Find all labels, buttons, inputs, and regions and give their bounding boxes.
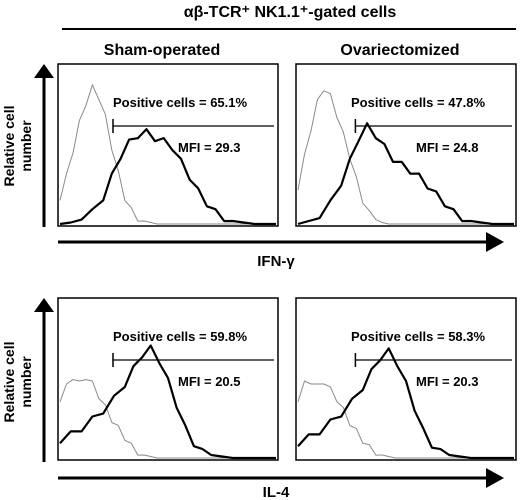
positive-cells-label: Positive cells = 47.8% [351, 95, 485, 110]
panel-ifng-sham: Positive cells = 65.1% MFI = 29.3 [57, 63, 279, 227]
control-histogram [297, 90, 514, 225]
row2-x-axis [58, 468, 504, 488]
control-histogram [59, 379, 276, 459]
panel-il4-sham: Positive cells = 59.8% MFI = 20.5 [57, 297, 279, 461]
positive-cells-label: Positive cells = 65.1% [113, 95, 247, 110]
column-header-ovx: Ovariectomized [340, 42, 459, 59]
figure-title: αβ-TCR⁺ NK1.1⁺-gated cells [184, 4, 397, 21]
positive-cells-label: Positive cells = 59.8% [113, 329, 247, 344]
row1-ylabel-line2: number [18, 120, 34, 172]
row1-y-axis [34, 64, 54, 227]
panel-ifng-ovx: Positive cells = 47.8% MFI = 24.8 [295, 63, 517, 227]
stained-histogram [297, 122, 514, 226]
row2-ylabel-line1: Relative cell [1, 342, 17, 423]
row2-xlabel: IL-4 [263, 484, 290, 500]
row1-x-axis [58, 232, 504, 252]
row1-xlabel: IFN-γ [257, 253, 295, 270]
plot-frame [295, 297, 517, 461]
mfi-label: MFI = 20.3 [416, 374, 479, 389]
mfi-label: MFI = 20.5 [178, 374, 241, 389]
panel-il4-ovx: Positive cells = 58.3% MFI = 20.3 [295, 297, 517, 461]
positive-cells-label: Positive cells = 58.3% [351, 329, 485, 344]
row2-ylabel-line2: number [18, 356, 34, 408]
row1-ylabel-line1: Relative cell [1, 106, 17, 187]
row2-y-axis [34, 298, 54, 462]
plot-frame [295, 63, 517, 227]
column-header-sham: Sham-operated [104, 42, 220, 59]
mfi-label: MFI = 24.8 [416, 140, 479, 155]
stained-histogram [297, 347, 514, 460]
control-histogram [297, 380, 514, 459]
stained-histogram [59, 128, 276, 226]
control-histogram [59, 84, 276, 225]
plot-frame [57, 63, 279, 227]
stained-histogram [59, 344, 276, 460]
mfi-label: MFI = 29.3 [178, 140, 241, 155]
plot-frame [57, 297, 279, 461]
